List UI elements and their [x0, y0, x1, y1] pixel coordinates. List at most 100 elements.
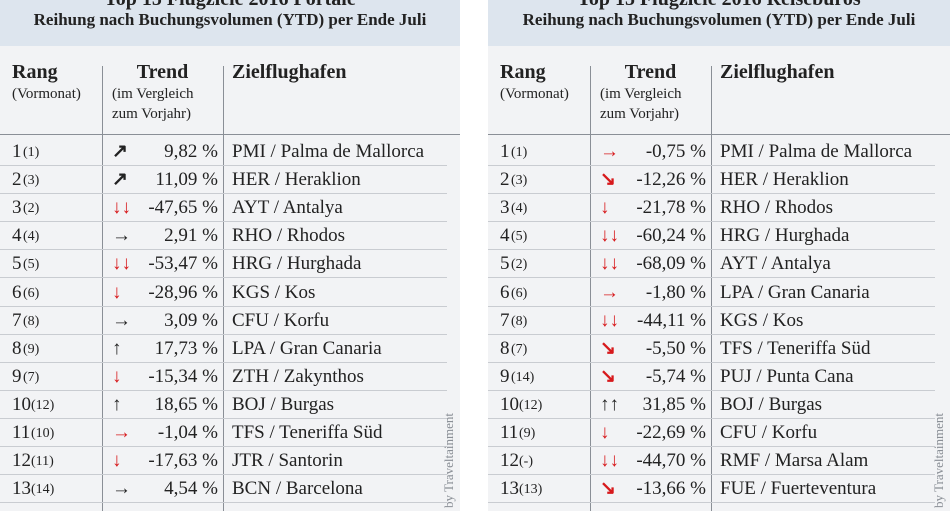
airport: PMI / Palma de Mallorca	[232, 141, 425, 162]
trend-arrow: ↑↑	[600, 393, 619, 415]
table-title: Top 15 Flugziele 2016 Portale	[0, 0, 460, 11]
trend-value: -44,70 %	[636, 450, 706, 472]
trend-value: -17,63 %	[148, 450, 218, 472]
table-row: 7 (8) ↓↓ -44,11 % KGS / Kos	[488, 307, 950, 335]
trend-arrow: →	[112, 225, 131, 247]
table-row: 5 (2) ↓↓ -68,09 % AYT / Antalya	[488, 250, 950, 278]
rank: 9	[12, 365, 22, 387]
table-row: 6 (6) → -1,80 % LPA / Gran Canaria	[488, 279, 950, 307]
row-divider	[488, 446, 935, 447]
header-airport: Zielflughafen	[232, 61, 347, 83]
trend-value: 9,82 %	[164, 141, 218, 162]
rank: 1	[500, 141, 510, 162]
trend-arrow: ↓	[112, 365, 122, 387]
header-airport: Zielflughafen	[720, 61, 835, 83]
row-divider	[0, 333, 447, 335]
previous-rank: (9)	[23, 341, 40, 357]
airport: HRG / Hurghada	[720, 225, 850, 247]
table-row: 4 (5) ↓↓ -60,24 % HRG / Hurghada	[488, 222, 950, 250]
rank: 3	[500, 197, 510, 219]
table-row: 2 (3) ↗ 11,09 % HER / Heraklion	[0, 166, 460, 194]
rank: 2	[12, 169, 22, 191]
table-row: 2 (3) ↘ -12,26 % HER / Heraklion	[488, 166, 950, 194]
trend-value: -12,26 %	[636, 169, 706, 191]
trend-value: -15,34 %	[148, 365, 218, 387]
table-row: 12 (-) ↓↓ -44,70 % RMF / Marsa Alam	[488, 447, 950, 475]
rank: 9	[500, 365, 510, 387]
trend-value: 17,73 %	[154, 337, 218, 359]
trend-arrow: ↓↓	[112, 197, 131, 219]
airport: ZTH / Zakynthos	[232, 365, 364, 387]
row-divider	[488, 165, 935, 166]
row-divider	[0, 502, 447, 504]
trend-arrow: →	[112, 478, 131, 500]
trend-arrow: →	[600, 141, 619, 162]
header-trend-note: (im Vergleich	[112, 86, 194, 102]
table-panel: Top 15 Flugziele 2016 ReisebürosReihung …	[488, 0, 950, 511]
trend-arrow: →	[112, 422, 131, 443]
row-divider	[488, 277, 935, 279]
trend-arrow: ↗	[112, 169, 128, 191]
row-divider	[0, 474, 447, 476]
table-row: 1 (1) ↗ 9,82 % PMI / Palma de Mallorca	[0, 138, 460, 166]
row-divider	[488, 417, 935, 419]
table-row: 9 (14) ↘ -5,74 % PUJ / Punta Cana	[488, 363, 950, 391]
row-divider	[0, 446, 447, 447]
trend-arrow: ↓↓	[112, 253, 131, 275]
airport: AYT / Antalya	[232, 197, 343, 219]
header-trend-note: (im Vergleich	[600, 86, 682, 102]
header-rank-note: (Vormonat)	[12, 86, 81, 102]
table-row: 8 (7) ↘ -5,50 % TFS / Teneriffa Süd	[488, 335, 950, 363]
airport: HER / Heraklion	[232, 169, 361, 191]
previous-rank: (6)	[511, 285, 528, 301]
previous-rank: (1)	[511, 145, 528, 160]
header-trend: Trend	[136, 61, 189, 83]
header-divider	[488, 134, 950, 135]
row-divider	[488, 221, 935, 223]
trend-arrow: ↑	[112, 393, 122, 415]
trend-arrow: ↓↓	[600, 450, 619, 472]
trend-value: -21,78 %	[636, 197, 706, 219]
rank: 5	[12, 253, 22, 275]
airport: LPA / Gran Canaria	[720, 281, 870, 303]
rank: 13	[500, 478, 519, 500]
row-divider	[488, 389, 935, 391]
previous-rank: (7)	[23, 369, 40, 385]
row-divider	[0, 389, 447, 391]
airport: RHO / Rhodos	[720, 197, 833, 219]
row-divider	[0, 361, 447, 363]
table-row: 10 (12) ↑↑ 31,85 % BOJ / Burgas	[488, 391, 950, 419]
trend-arrow: ↓↓	[600, 253, 619, 275]
header-rank-note: (Vormonat)	[500, 86, 569, 102]
rank: 10	[12, 393, 31, 415]
previous-rank: (13)	[519, 482, 543, 498]
previous-rank: (9)	[519, 426, 536, 441]
rank: 8	[500, 337, 510, 359]
row-divider	[0, 193, 447, 195]
previous-rank: (2)	[511, 257, 528, 273]
trend-arrow: ↑	[112, 337, 122, 359]
rank: 11	[12, 422, 31, 443]
previous-rank: (2)	[23, 201, 40, 217]
airport: HRG / Hurghada	[232, 253, 362, 275]
table-row: 13 (14) → 4,54 % BCN / Barcelona	[0, 475, 460, 503]
rank: 8	[12, 337, 22, 359]
trend-value: -68,09 %	[636, 253, 706, 275]
trend-value: 4,54 %	[164, 478, 218, 500]
trend-arrow: ↗	[112, 141, 128, 162]
row-divider	[488, 361, 935, 363]
rank: 12	[500, 450, 519, 472]
trend-value: -44,11 %	[637, 309, 706, 331]
table-row: 11 (9) ↓ -22,69 % CFU / Korfu	[488, 419, 950, 447]
airport: RMF / Marsa Alam	[720, 450, 869, 472]
trend-arrow: ↓↓	[600, 225, 619, 247]
previous-rank: (14)	[511, 369, 535, 385]
row-divider	[0, 277, 447, 279]
airport: AYT / Antalya	[720, 253, 831, 275]
table-row: 7 (8) → 3,09 % CFU / Korfu	[0, 307, 460, 335]
rank: 4	[500, 225, 510, 247]
airport: PMI / Palma de Mallorca	[720, 141, 913, 162]
row-divider	[0, 305, 447, 307]
trend-value: -1,04 %	[157, 422, 218, 443]
column-divider	[223, 66, 224, 511]
